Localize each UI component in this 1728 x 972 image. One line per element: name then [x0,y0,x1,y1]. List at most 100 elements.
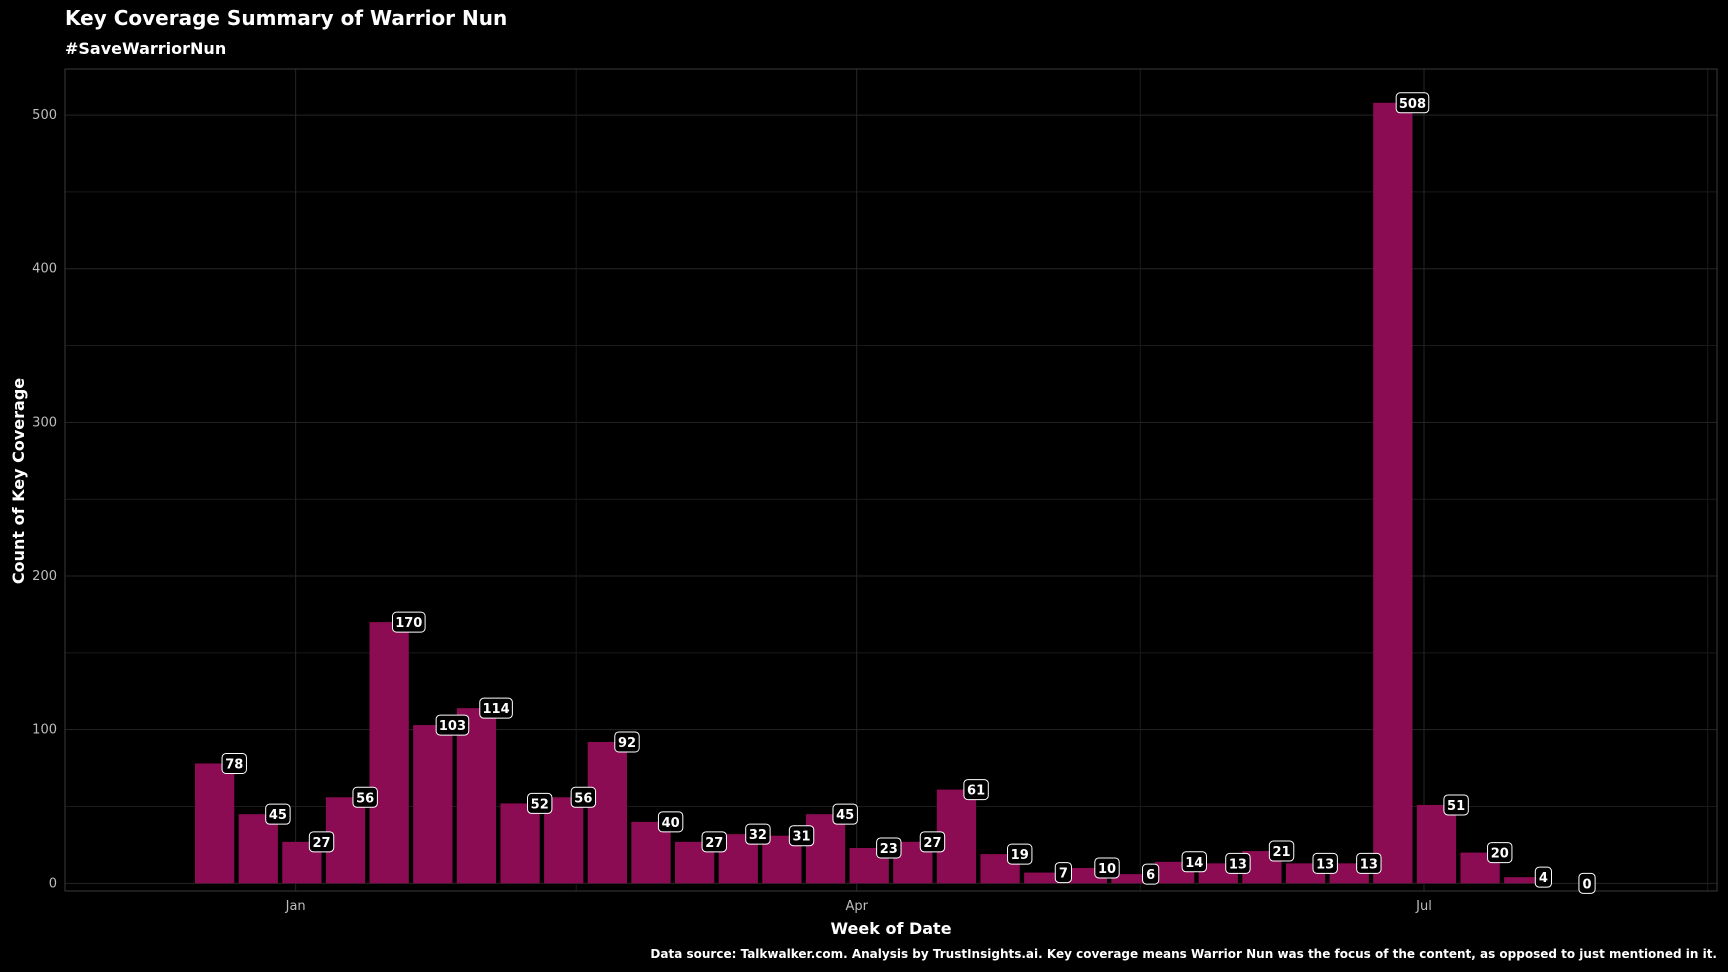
data-label-box [1312,852,1338,874]
data-label-text: 61 [967,784,985,799]
data-label: 56 [570,786,597,808]
data-label: 51 [1443,794,1469,816]
data-label: 92 [614,731,640,753]
data-label-box [1443,794,1469,816]
bar [413,725,453,884]
data-label-box [392,611,426,633]
data-label: 170 [392,611,426,633]
x-tick-label: Apr [845,899,868,914]
data-label-box [265,803,291,825]
y-tick-label: 0 [49,876,57,891]
data-label-text: 6 [1146,868,1155,883]
data-label-box [1578,872,1596,894]
data-label-box [527,792,553,814]
data-label: 13 [1356,852,1382,874]
data-label-box [1268,840,1295,862]
axis-ticks: 0 100 200 300 400 500 Jan Apr Jul [32,108,1432,914]
x-axis-title: Week of Date [830,919,951,938]
y-tick-label: 200 [32,569,57,584]
data-label-box [745,823,771,845]
data-label: 10 [1094,857,1120,879]
bar [369,622,409,884]
data-label-box [1142,863,1160,885]
plot-panel-border [64,68,1718,892]
bar [805,814,846,884]
data-label-text: 92 [618,736,636,751]
data-label: 114 [479,697,513,719]
data-label-box [1225,852,1251,874]
data-label-box [1395,92,1430,114]
data-label: 23 [876,837,902,859]
data-label-text: 32 [749,828,767,843]
x-tick-label: Jan [285,899,306,914]
data-label-text: 14 [1185,856,1203,871]
grid [65,69,1717,891]
data-label-box [1007,843,1033,865]
data-label-box [479,697,513,719]
data-label-text: 45 [836,808,854,823]
data-label: 78 [221,752,247,774]
bar [194,763,235,884]
data-label-text: 56 [574,791,592,806]
bar [238,814,278,884]
data-label-box [1054,862,1072,884]
data-label-box [788,825,815,847]
data-label-text: 52 [531,797,549,812]
data-label: 19 [1007,843,1033,865]
data-label-text: 31 [792,830,810,845]
x-tick-label: Jul [1415,899,1432,914]
y-tick-label: 500 [32,108,57,123]
data-label-box [1094,857,1120,879]
data-label: 508 [1395,92,1430,114]
data-label-text: 51 [1447,799,1465,814]
data-label-box [876,837,902,859]
data-label-text: 103 [439,719,466,734]
y-axis-title: Count of Key Coverage [9,378,28,584]
data-label-box [701,831,727,853]
data-label-text: 19 [1011,848,1029,863]
data-label-box [919,831,946,853]
data-label-box [657,811,684,833]
data-label: 27 [919,831,946,853]
data-label: 45 [265,803,291,825]
data-label-text: 27 [923,836,941,851]
data-label-text: 13 [1360,857,1378,872]
y-tick-label: 400 [32,262,57,277]
bar [456,708,497,884]
data-label: 20 [1487,842,1513,864]
data-label: 13 [1312,852,1338,874]
data-label: 0 [1578,872,1596,894]
data-label-text: 7 [1059,867,1068,882]
data-label-text: 27 [705,836,723,851]
data-label-box [1534,866,1552,888]
data-label-box [221,752,247,774]
data-label: 14 [1181,851,1207,873]
data-label-box [1181,851,1207,873]
data-label: 27 [308,831,335,853]
chart-subtitle: #SaveWarriorNun [65,39,226,58]
y-tick-label: 300 [32,415,57,430]
data-label: 61 [963,779,989,801]
data-label: 32 [745,823,771,845]
data-label: 4 [1534,866,1552,888]
y-tick-label: 100 [32,723,57,738]
data-label-box [435,714,470,736]
data-label: 7 [1054,862,1072,884]
data-label-text: 45 [269,808,287,823]
data-label: 13 [1225,852,1251,874]
bar [1504,877,1544,884]
data-label-text: 21 [1273,845,1291,860]
bar [500,803,540,884]
bar [1111,874,1151,884]
data-label-box [963,779,989,801]
data-label-text: 56 [356,791,374,806]
data-label-text: 40 [662,816,680,831]
data-label-text: 78 [225,757,243,772]
data-label: 40 [657,811,684,833]
data-label-box [1487,842,1513,864]
data-label-text: 20 [1491,847,1509,862]
data-label-text: 0 [1582,877,1591,892]
chart-title: Key Coverage Summary of Warrior Nun [65,6,507,30]
